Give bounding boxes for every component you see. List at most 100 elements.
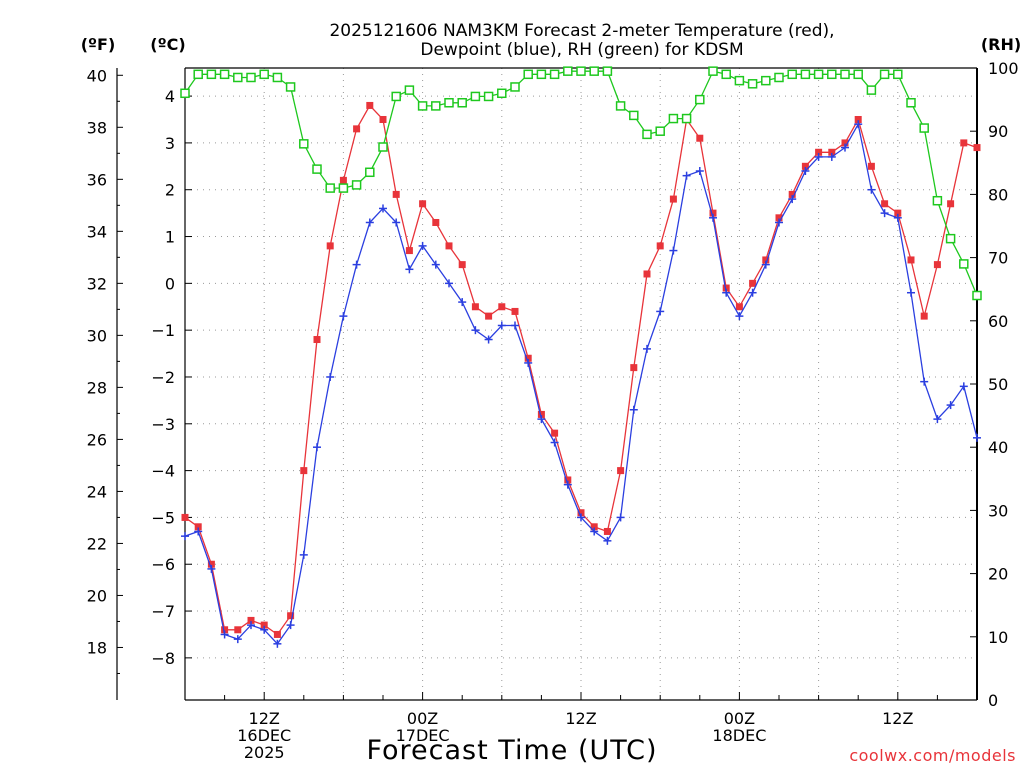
series-filled-square <box>181 101 981 638</box>
rh-point <box>206 69 217 80</box>
c-tick-label: −8 <box>151 649 175 668</box>
rh-point <box>470 91 481 102</box>
rh-point <box>219 69 230 80</box>
rh-point <box>457 98 467 108</box>
chart-axes: 43210−1−2−3−4−5−6−7−84038363432302826242… <box>87 59 1019 762</box>
temperature-point <box>221 626 229 634</box>
c-tick-label: −5 <box>151 508 175 527</box>
rh-point <box>431 101 441 111</box>
temperature-point <box>524 354 532 362</box>
x-tick-label: 12Z <box>565 709 596 728</box>
dewpoint-point <box>577 513 585 522</box>
temperature-point <box>366 101 374 109</box>
temperature-point <box>828 148 836 156</box>
temperature-point <box>353 125 361 133</box>
dewpoint-point <box>722 288 731 297</box>
rh-tick-label: 10 <box>988 628 1008 647</box>
dewpoint-point <box>656 307 665 316</box>
dewpoint-point <box>392 218 401 227</box>
temperature-point <box>339 176 347 184</box>
c-tick-label: 2 <box>165 181 175 200</box>
temperature-point <box>379 115 387 123</box>
dewpoint-point <box>405 265 414 274</box>
f-tick-label: 40 <box>87 66 107 85</box>
f-tick-label: 20 <box>87 586 107 605</box>
temperature-point <box>749 279 757 287</box>
temperature-point <box>603 527 611 535</box>
temperature-point <box>775 214 783 222</box>
dewpoint-point <box>590 527 599 536</box>
c-tick-label: −2 <box>151 368 175 387</box>
temperature-point <box>287 612 295 620</box>
dewpoint-point <box>748 288 757 297</box>
rh-point <box>563 66 573 76</box>
rh-point <box>866 85 877 95</box>
celsius-unit-label: (ºC) <box>150 35 185 54</box>
dewpoint-point <box>682 171 691 180</box>
c-tick-label: 3 <box>165 134 175 153</box>
temperature-point <box>630 364 638 372</box>
temperature-point <box>181 513 189 521</box>
dewpoint-point <box>418 241 427 250</box>
f-tick-label: 24 <box>87 482 107 501</box>
rh-point <box>721 69 731 80</box>
dewpoint-point <box>603 536 612 545</box>
grid-lines <box>185 68 977 700</box>
dewpoint-point <box>352 260 361 269</box>
temperature-point <box>247 616 255 624</box>
rh-point <box>602 66 613 76</box>
temperature-point <box>419 200 427 208</box>
dewpoint-point <box>695 166 704 175</box>
rh-point <box>272 72 283 83</box>
dewpoint-point <box>497 321 506 330</box>
temperature-point <box>920 312 928 320</box>
rh-point <box>615 101 626 111</box>
temperature-point <box>485 312 493 320</box>
rh-point <box>233 72 243 83</box>
dewpoint-point <box>537 415 546 424</box>
rh-point <box>549 69 560 80</box>
dewpoint-point <box>709 213 717 222</box>
f-tick-label: 26 <box>87 430 107 449</box>
temperature-point <box>273 630 281 638</box>
f-tick-label: 34 <box>87 222 107 241</box>
rh-point <box>959 259 969 269</box>
temperature-point <box>590 523 598 531</box>
f-tick-label: 28 <box>87 378 107 397</box>
rh-point <box>747 79 758 89</box>
f-tick-label: 22 <box>87 534 107 553</box>
rh-point <box>972 290 982 301</box>
c-tick-label: −4 <box>151 462 175 481</box>
series-layer <box>180 66 982 648</box>
f-tick-label: 38 <box>87 118 107 137</box>
f-tick-label: 36 <box>87 170 107 189</box>
x-tick-label: 12Z <box>249 709 280 728</box>
fahrenheit-unit-label: (ºF) <box>81 35 116 54</box>
temperature-point <box>854 115 862 123</box>
c-tick-label: −6 <box>151 555 175 574</box>
rh-point <box>589 66 599 76</box>
temperature-point <box>907 256 915 264</box>
f-tick-label: 30 <box>87 326 107 345</box>
rh-point <box>378 142 388 152</box>
temperature-point <box>947 200 955 208</box>
temperature-point <box>973 144 981 152</box>
rh-point <box>827 69 837 80</box>
dewpoint-point <box>247 621 255 630</box>
dewpoint-point <box>959 382 968 391</box>
rh-point <box>695 94 705 105</box>
dewpoint-point <box>801 166 810 175</box>
dewpoint-point <box>907 288 915 297</box>
rh-tick-label: 0 <box>988 691 998 710</box>
temperature-point <box>511 307 519 315</box>
dewpoint-point <box>286 621 295 630</box>
series-open-square <box>180 66 982 301</box>
x-tick-label: 00Z <box>407 709 438 728</box>
rh-point <box>259 69 269 80</box>
temperature-point <box>722 284 730 292</box>
temperature-point <box>300 467 308 475</box>
dewpoint-point <box>299 550 308 559</box>
rh-point <box>655 126 665 136</box>
x-tick-label: 16DEC <box>237 726 291 745</box>
